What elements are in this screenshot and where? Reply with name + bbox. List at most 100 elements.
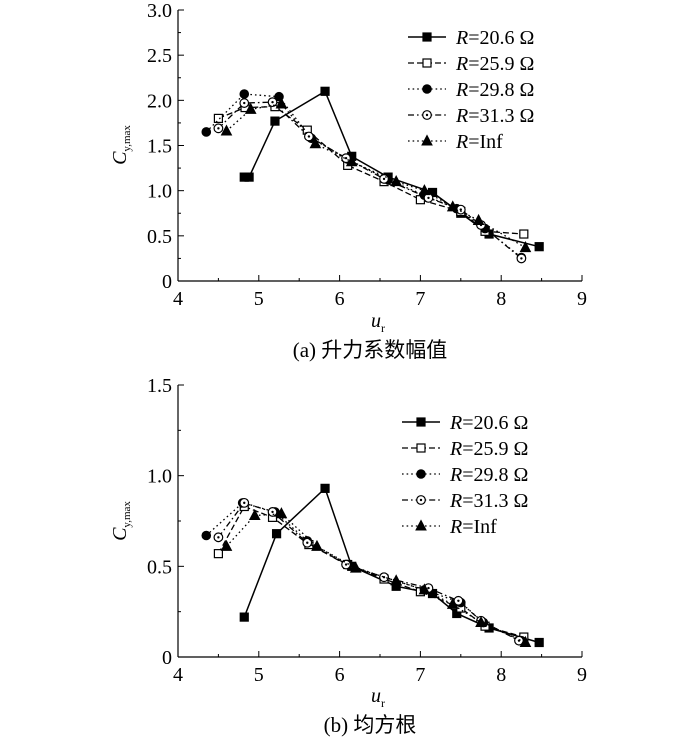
marker-dot [425,113,429,117]
marker-dot [382,177,386,181]
data-point [239,497,250,508]
legend-label: R=Inf [455,131,503,153]
series-5 [220,97,532,253]
data-point [239,89,250,99]
data-point [201,530,212,541]
marker-dot [459,208,462,211]
legend-marker [422,110,432,120]
data-point [220,539,233,551]
y-axis-label: Cy,max [109,501,133,541]
legend-entry-2: R=25.9 Ω [402,438,528,460]
legend-marker [422,32,432,42]
legend-label-rest: =25.9 Ω [462,438,528,460]
legend-entry-4: R=31.3 Ω [402,490,528,512]
data-point [275,97,288,109]
marker-dot [344,156,348,160]
legend-label-italic: R [449,490,462,512]
legend-label: R=Inf [449,516,497,538]
legend-entry-1: R=20.6 Ω [408,27,534,49]
data-point [516,253,527,264]
y-tick-label: 1.0 [147,181,172,203]
series-line [218,106,524,235]
data-point [455,204,466,215]
data-point [390,175,402,187]
data-point [239,98,250,108]
legend-label: R=25.9 Ω [449,438,528,460]
data-point [390,574,402,586]
data-point [349,561,362,573]
marker-dot [419,498,423,502]
x-tick-label: 4 [173,664,183,686]
legend-label-rest: =20.6 Ω [468,27,534,49]
y-tick-label: 3.0 [147,0,172,22]
legend-label-rest: =29.8 Ω [462,464,528,486]
data-point [275,507,288,519]
data-point [519,229,529,239]
data-point [341,559,351,570]
marker-dot [382,576,386,579]
data-point [309,137,322,149]
legend-entry-3: R=29.8 Ω [402,464,528,486]
legend-label-italic: R [455,105,468,127]
data-point [418,184,431,196]
marker-dot [271,100,274,104]
marker-dot [344,563,348,566]
x-tick-label: 8 [496,288,506,310]
y-tick-label: 0.5 [147,556,172,578]
legend-label-italic: R [455,53,468,75]
x-tick-label: 6 [335,664,345,686]
data-point [472,213,485,225]
legend-label-italic: R [455,131,468,153]
legend-label-rest: =31.3 Ω [462,490,528,512]
legend-label: R=20.6 Ω [449,412,528,434]
data-point [267,507,278,517]
legend-entry-2: R=25.9 Ω [408,53,534,75]
chart-a: 4 5 6 7 8 9 0 0.5 1.0 1.5 2.0 2.5 3.0 ur Cy,max (a) 升力系… [109,0,587,362]
series-line [217,505,524,638]
x-axis-label: ur [371,310,385,335]
y-tick-label: 1.5 [147,136,172,158]
data-point [267,97,278,108]
x-axis-label-subscript: r [381,696,385,710]
legend-marker [416,417,426,427]
marker-dot [217,127,220,130]
legend-label: R=29.8 Ω [455,79,534,101]
x-tick-label: 8 [496,664,506,686]
chart-caption: (a) 升力系数幅值 [293,338,448,362]
marker-dot [427,586,430,590]
legend-marker [416,469,426,479]
y-tick-label: 2.5 [147,45,172,67]
data-point [418,583,431,595]
marker-dot [243,501,246,505]
series-4 [213,97,527,264]
data-point [311,539,323,551]
marker-dot [457,599,460,602]
data-point [270,116,280,126]
x-tick-label: 4 [173,288,183,310]
legend-label: R=31.3 Ω [455,105,534,127]
legend-entry-3: R=29.8 Ω [408,79,534,101]
data-point [475,615,487,628]
y-axis-label-subscript: y,max [121,125,133,152]
y-tick-label: 0 [162,647,172,669]
marker-dot [427,196,430,200]
legend-entry-5: R=Inf [402,516,497,538]
marker-dot [243,101,246,105]
y-axis-label: Cy,max [109,125,133,165]
legend-label-italic: R [449,516,462,538]
y-tick-label: 1.5 [147,375,172,397]
data-point [239,612,249,622]
data-point [213,113,223,124]
data-point [534,637,544,648]
legend-label-italic: R [449,412,462,434]
legend-label: R=20.6 Ω [455,27,534,49]
x-tick-label: 5 [254,664,264,686]
series-line [226,513,526,644]
data-point [220,124,233,136]
chart-caption: (b) 均方根 [324,713,417,737]
x-tick-label: 7 [415,288,425,310]
data-point [213,549,223,559]
data-point [213,123,224,134]
data-point [320,483,330,493]
